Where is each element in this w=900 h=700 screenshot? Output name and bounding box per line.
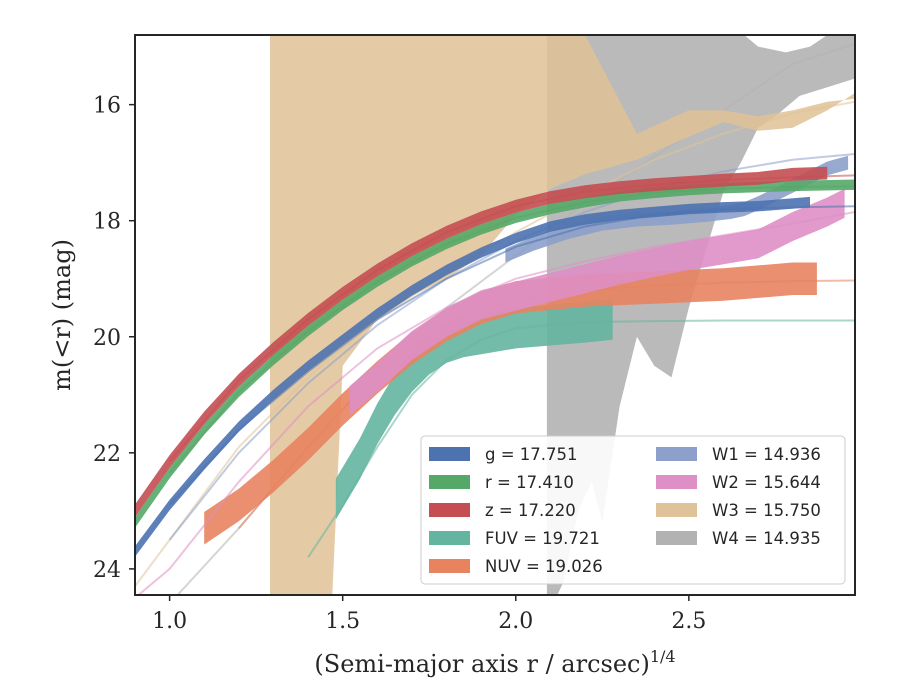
series-nuv-band [204, 262, 817, 545]
y-axis: 16 18 20 22 24 [93, 94, 135, 583]
x-axis-label: (Semi-major axis r / arcsec)1/4 [314, 647, 675, 678]
y-tick-label: 20 [93, 326, 121, 351]
legend-label-r: r = 17.410 [485, 473, 574, 492]
y-axis-label: m(<r) (mag) [48, 239, 76, 391]
series-layer [135, 35, 855, 595]
series-w2-model-line [136, 211, 855, 595]
x-axis-label-main: (Semi-major axis r / arcsec) [314, 650, 649, 678]
plot-frame [134, 34, 856, 596]
series-fuv-model-line [307, 319, 855, 558]
x-tick-label: 2.0 [498, 609, 533, 634]
x-tick-label: 1.0 [152, 609, 187, 634]
series-g [135, 196, 855, 557]
series-w2 [136, 188, 855, 595]
legend-label-w4: W4 = 14.935 [712, 529, 821, 548]
legend-box [420, 435, 846, 585]
x-tick-label: 1.5 [325, 609, 360, 634]
legend-swatch-r [429, 475, 470, 489]
y-tick-label: 22 [93, 442, 121, 467]
series-r-band [135, 179, 855, 528]
series-fuv [307, 299, 855, 558]
x-axis: 1.0 1.5 2.0 2.5 [152, 595, 706, 634]
legend-swatch-z [429, 503, 470, 517]
legend-label-w1: W1 = 14.936 [712, 445, 821, 464]
legend: g = 17.751 r = 17.410 z = 17.220 FUV = 19.7… [420, 435, 846, 585]
y-tick-label: 16 [93, 94, 121, 119]
legend-label-z: z = 17.220 [485, 501, 576, 520]
y-tick-label: 24 [93, 558, 121, 583]
legend-swatch-w4 [656, 531, 697, 545]
legend-swatch-w1 [656, 447, 697, 461]
x-axis-label-superscript: 1/4 [650, 647, 676, 666]
legend-swatch-fuv [429, 531, 470, 545]
legend-swatch-w3 [656, 503, 697, 517]
legend-label-w3: W3 = 15.750 [712, 501, 821, 520]
series-r [135, 179, 855, 528]
series-r-model-line [168, 185, 855, 474]
series-z-model-line [168, 174, 855, 463]
series-w2-band [349, 188, 845, 416]
legend-label-fuv: FUV = 19.721 [485, 529, 600, 548]
series-w3-area [270, 35, 855, 595]
y-tick-label: 18 [93, 210, 121, 235]
legend-swatch-nuv [429, 559, 470, 573]
legend-label-w2: W2 = 15.644 [712, 473, 821, 492]
x-tick-label: 2.5 [671, 609, 706, 634]
series-z [135, 166, 855, 518]
series-g-model-line [168, 205, 855, 506]
legend-swatch-g [429, 447, 470, 461]
legend-label-nuv: NUV = 19.026 [485, 557, 603, 576]
legend-label-g: g = 17.751 [485, 445, 578, 464]
legend-swatch-w2 [656, 475, 697, 489]
